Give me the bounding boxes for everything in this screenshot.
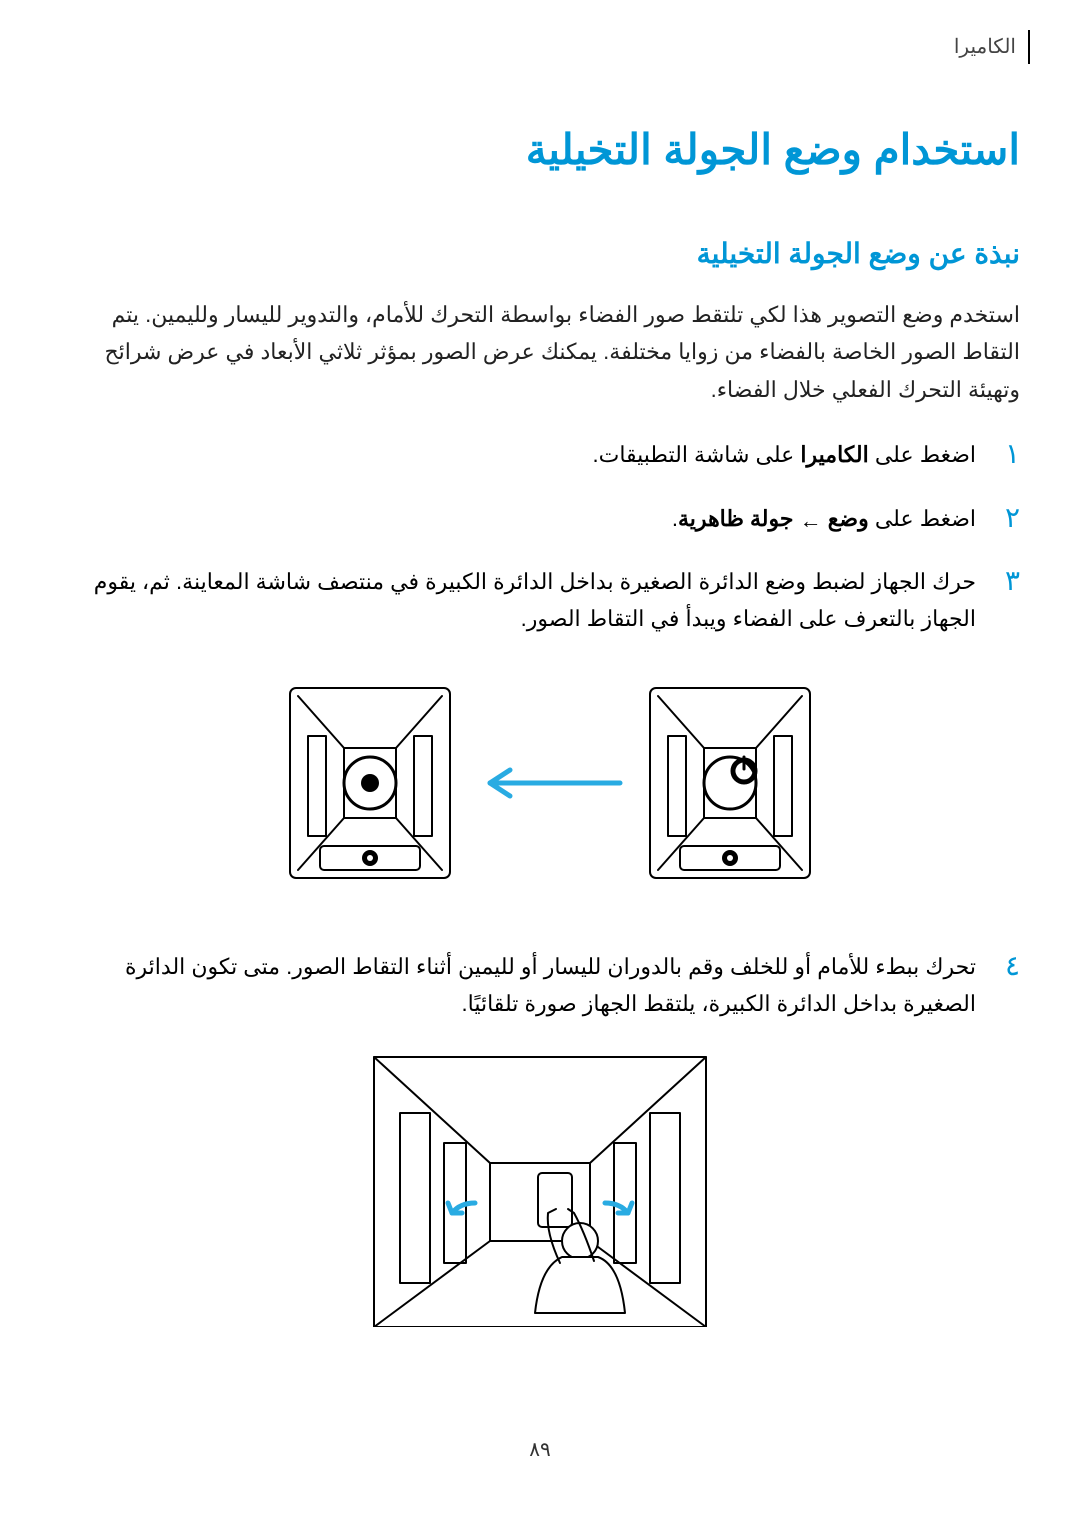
step-text: اضغط على وضع ← جولة ظاهرية. (60, 500, 976, 537)
arrow-left-icon: ← (800, 502, 822, 539)
ui-label-virtual-tour: جولة ظاهرية (678, 506, 793, 531)
step-1: ١ اضغط على الكاميرا على شاشة التطبيقات. (60, 436, 1020, 473)
step-text: اضغط على الكاميرا على شاشة التطبيقات. (60, 436, 976, 473)
step-4: ٤ تحرك ببطء للأمام أو للخلف وقم بالدوران… (60, 948, 1020, 1023)
figure-2-hallway-user (60, 1053, 1020, 1373)
intro-paragraph: استخدم وضع التصوير هذا لكي تلتقط صور الف… (60, 296, 1020, 408)
page-subtitle: نبذة عن وضع الجولة التخيلية (60, 230, 1020, 278)
step-2: ٢ اضغط على وضع ← جولة ظاهرية. (60, 500, 1020, 537)
step-text: حرك الجهاز لضبط وضع الدائرة الصغيرة بداخ… (60, 563, 976, 638)
ui-label-mode: وضع (828, 506, 869, 531)
phone-align-diagram-icon (260, 668, 820, 898)
page-title: استخدام وضع الجولة التخيلية (60, 114, 1020, 185)
figure-1-phone-targeting (60, 668, 1020, 898)
step-number: ٤ (996, 948, 1020, 984)
step-3: ٣ حرك الجهاز لضبط وضع الدائرة الصغيرة بد… (60, 563, 1020, 638)
step-number: ٣ (996, 563, 1020, 599)
ui-label-camera: الكاميرا (800, 442, 868, 467)
user-walking-hallway-icon (370, 1053, 710, 1373)
step-text: تحرك ببطء للأمام أو للخلف وقم بالدوران ل… (60, 948, 976, 1023)
step-number: ٢ (996, 500, 1020, 536)
section-header-label: الكاميرا (60, 30, 1016, 64)
page-number: ٨٩ (60, 1433, 1020, 1467)
step-number: ١ (996, 436, 1020, 472)
